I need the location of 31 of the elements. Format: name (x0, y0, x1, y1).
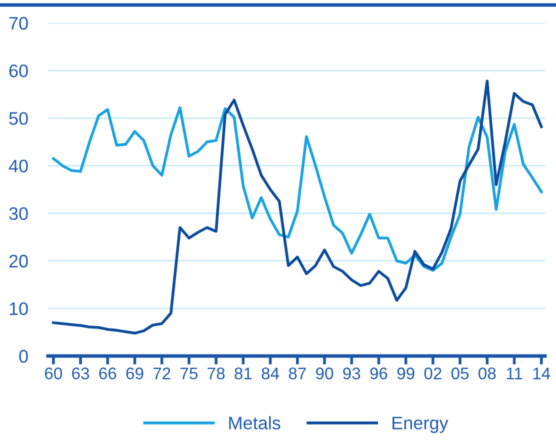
x-tick-label: 96 (370, 368, 388, 380)
x-tick-label: 11 (506, 368, 522, 380)
x-tick-label: 93 (343, 368, 360, 380)
y-tick-label: 60 (9, 64, 28, 78)
y-tick-label: 40 (8, 160, 28, 172)
x-tick-label: 05 (451, 368, 469, 380)
x-tick-label: 72 (153, 368, 170, 380)
line-series (52, 80, 543, 335)
x-tick-label: 90 (316, 368, 334, 380)
y-tick-label: 10 (10, 302, 28, 316)
x-tick-label: 60 (45, 368, 62, 380)
x-tick-label: 84 (262, 368, 280, 380)
y-tick-label: 20 (9, 254, 28, 268)
x-tick-label: 78 (208, 368, 225, 380)
x-tick-label: 02 (424, 368, 442, 380)
x-tick-label: 81 (234, 368, 252, 380)
x-tick-label: 99 (397, 368, 414, 380)
x-tick-label: 75 (180, 368, 198, 380)
y-tick-label: 70 (9, 16, 28, 30)
y-tick-label: 0 (19, 350, 28, 363)
x-tick-label: 66 (99, 368, 116, 380)
x-tick-label: 69 (126, 368, 144, 380)
y-tick-label: 30 (9, 207, 28, 220)
y-tick-label: 50 (9, 112, 28, 125)
x-tick-label: 08 (478, 368, 496, 380)
x-tick-label: 87 (288, 368, 306, 380)
legend-label: Metals (229, 416, 280, 430)
legend-label: Energy (392, 416, 448, 433)
line-series (52, 106, 543, 272)
x-tick-label: 14 (533, 368, 550, 380)
x-tick-label: 63 (72, 368, 90, 380)
